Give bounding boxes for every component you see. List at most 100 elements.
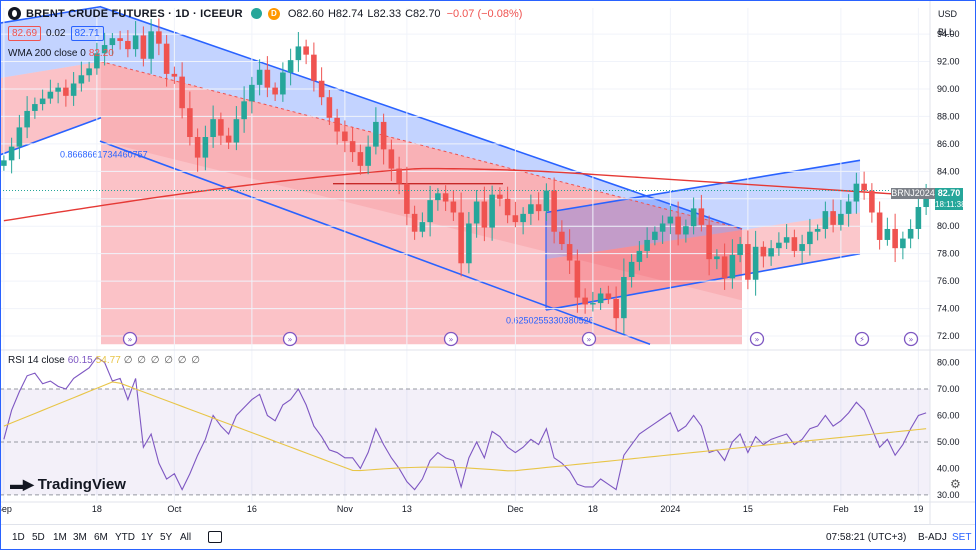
candle [814, 224, 821, 241]
candle-body [745, 244, 751, 280]
candle-body [342, 131, 348, 142]
candle [241, 86, 247, 133]
candle-body [799, 244, 805, 251]
channel-top-line [99, 5, 743, 230]
price-tick-label: 74.00 [937, 304, 960, 314]
candle [721, 243, 728, 290]
tf-1y[interactable]: 1Y [141, 532, 154, 543]
tf-5y[interactable]: 5Y [160, 532, 173, 543]
candle-body [55, 87, 61, 92]
svg-text:⚡: ⚡ [859, 335, 865, 344]
candle [535, 192, 542, 221]
price-tick-label: 84.00 [937, 166, 960, 176]
candle-body [481, 201, 488, 228]
candle-body [543, 190, 550, 212]
time-tick-label: Feb [833, 504, 849, 514]
candle-body [225, 135, 232, 143]
candle-body [280, 72, 286, 95]
candle-body [187, 108, 193, 138]
candle [466, 212, 472, 274]
candle-body [706, 224, 712, 260]
buy-button[interactable]: 82.71 [70, 26, 104, 41]
high-value: H82.74 [327, 7, 364, 20]
adjust-toggle[interactable]: B-ADJ [918, 532, 947, 543]
dividend-marker-icon: ⚡ [854, 331, 870, 347]
candle [745, 230, 751, 290]
candle [574, 249, 581, 313]
candle-body [101, 45, 108, 54]
tf-1d[interactable]: 1D [12, 532, 25, 543]
rsi-legend[interactable]: RSI 14 close 60.15 54.77 ∅ ∅ ∅ ∅ ∅ ∅ [8, 355, 201, 366]
gear-icon[interactable]: ⚙ [950, 477, 961, 491]
candle [489, 185, 495, 241]
candle [47, 79, 54, 104]
wma-200-line [3, 167, 927, 222]
candle-body [435, 193, 441, 201]
candle [590, 291, 596, 312]
change-value: −0.07 (−0.08%) [446, 7, 523, 20]
candle-body [566, 244, 573, 261]
candle [334, 108, 340, 145]
candle-body [512, 215, 519, 223]
candle [528, 194, 534, 225]
candle [272, 82, 278, 101]
time-tick-label: 2024 [660, 504, 680, 514]
candle [179, 62, 185, 119]
candle [303, 39, 309, 65]
candle-body [690, 208, 697, 227]
symbol-logo-icon [8, 7, 21, 20]
rsi-tick-label: 30.00 [937, 490, 960, 500]
candle [326, 90, 333, 126]
candle [156, 18, 162, 56]
candle [373, 107, 379, 155]
candle-body [117, 38, 123, 41]
rsi-tick-label: 50.00 [937, 437, 960, 447]
currency-label[interactable]: USD [938, 9, 958, 19]
candle-body [47, 91, 54, 99]
svg-text:»: » [909, 335, 914, 344]
candle [683, 219, 689, 243]
candle [233, 106, 240, 151]
symbol-tag: BRNJ2024 [891, 188, 935, 199]
symbol-title[interactable]: BRENT CRUDE FUTURES · 1D · ICEEUR [26, 7, 243, 20]
clock[interactable]: 07:58:21 (UTC+3) [826, 532, 907, 543]
tradingview-mark-icon: ▬▶ [10, 476, 34, 492]
tf-3m[interactable]: 3M [73, 532, 87, 543]
rsi-ma-value: 54.77 [95, 355, 121, 366]
candle-body [737, 244, 743, 256]
wma-legend[interactable]: WMA 200 close 0 82.20 [8, 48, 114, 59]
candle-body [32, 104, 38, 111]
event-marker-icon: » [443, 331, 459, 347]
branding-text: TradingView [37, 476, 126, 493]
channel-drawings: 0.8668661734460757 0.6250255330380526 [0, 5, 861, 346]
candle-body [884, 228, 891, 240]
candle-body [791, 237, 798, 251]
tf-5d[interactable]: 5D [32, 532, 45, 543]
candle-body [140, 35, 147, 59]
candle-body [264, 69, 271, 88]
date-range-icon[interactable] [208, 531, 222, 543]
time-tick-label: 18 [588, 504, 598, 514]
tf-ytd[interactable]: YTD [115, 532, 135, 543]
candle-body [458, 212, 464, 264]
candle-body [535, 204, 542, 212]
tf-all[interactable]: All [180, 532, 192, 543]
unit-label[interactable]: BLL [938, 27, 955, 37]
sell-button[interactable]: 82.69 [8, 26, 42, 41]
candle-body [683, 226, 689, 235]
tf-1m[interactable]: 1M [53, 532, 67, 543]
candle [845, 194, 852, 227]
candle-body [272, 87, 278, 95]
candle [16, 114, 23, 160]
svg-text:»: » [587, 335, 592, 344]
candle [473, 189, 480, 238]
tf-6m[interactable]: 6M [94, 532, 108, 543]
candle [791, 229, 798, 258]
candle-body [16, 127, 23, 147]
candle-body [179, 76, 185, 109]
settings-toggle[interactable]: SET [952, 532, 972, 543]
candle-body [892, 228, 898, 249]
open-value: O82.60 [287, 7, 324, 20]
candle [853, 172, 860, 214]
